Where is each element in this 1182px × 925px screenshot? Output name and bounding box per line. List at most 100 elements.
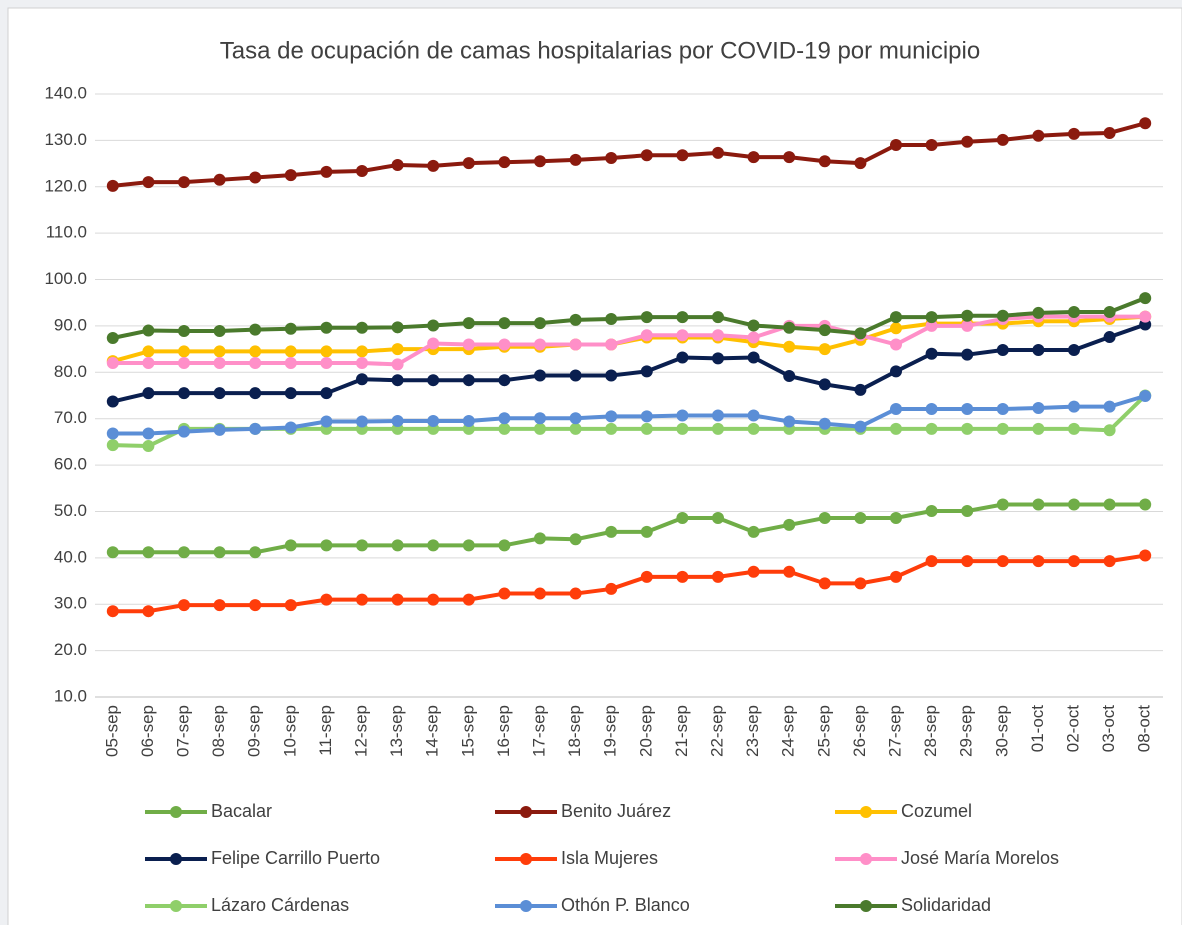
- legend-label: José María Morelos: [901, 848, 1059, 868]
- data-point: [890, 511, 902, 524]
- data-point: [320, 345, 333, 358]
- data-point: [676, 570, 689, 583]
- data-point: [783, 518, 796, 531]
- data-point: [356, 321, 368, 334]
- data-point: [640, 365, 653, 378]
- data-point: [569, 412, 582, 425]
- x-tick-label: 03-oct: [1099, 705, 1118, 753]
- data-point: [712, 329, 724, 342]
- data-point: [569, 338, 582, 351]
- data-point: [178, 425, 190, 438]
- data-point: [178, 546, 190, 559]
- legend-label: Isla Mujeres: [561, 848, 658, 868]
- data-point: [1032, 306, 1045, 319]
- legend-label: Solidaridad: [901, 895, 991, 915]
- x-tick-label: 08-sep: [209, 705, 228, 757]
- data-point: [391, 321, 404, 334]
- data-point: [249, 357, 262, 370]
- data-point: [676, 149, 689, 162]
- data-point: [284, 322, 297, 335]
- data-point: [925, 555, 938, 568]
- data-point: [605, 422, 618, 435]
- data-point: [391, 374, 404, 387]
- x-tick-label: 19-sep: [601, 705, 620, 757]
- x-tick-label: 25-sep: [814, 705, 833, 757]
- x-tick-label: 02-oct: [1063, 705, 1082, 753]
- data-point: [605, 338, 618, 351]
- data-point: [961, 402, 974, 415]
- data-point: [569, 422, 582, 435]
- data-point: [925, 504, 938, 517]
- data-point: [783, 151, 796, 164]
- x-tick-label: 21-sep: [672, 705, 691, 757]
- data-point: [1032, 422, 1045, 435]
- data-point: [1068, 422, 1080, 435]
- data-point: [890, 570, 902, 583]
- data-point: [284, 345, 297, 358]
- data-point: [676, 351, 689, 364]
- data-point: [925, 311, 938, 324]
- data-point: [498, 422, 511, 435]
- data-point: [320, 165, 333, 178]
- y-tick-label: 10.0: [54, 686, 87, 705]
- data-point: [854, 511, 867, 524]
- x-tick-label: 10-sep: [280, 705, 299, 757]
- data-point: [747, 319, 760, 332]
- data-point: [356, 164, 368, 177]
- data-point: [178, 357, 190, 370]
- data-point: [712, 311, 724, 324]
- data-point: [818, 155, 831, 168]
- data-point: [925, 347, 938, 360]
- y-tick-label: 130.0: [44, 130, 87, 149]
- data-point: [569, 369, 582, 382]
- data-point: [391, 358, 404, 371]
- data-point: [356, 345, 368, 358]
- data-point: [676, 511, 689, 524]
- data-point: [213, 387, 226, 400]
- data-point: [676, 422, 689, 435]
- data-point: [178, 345, 190, 358]
- legend-label: Bacalar: [211, 801, 272, 821]
- data-point: [534, 587, 546, 600]
- data-point: [1068, 127, 1080, 140]
- data-point: [320, 357, 333, 370]
- data-point: [534, 317, 546, 330]
- data-point: [356, 539, 368, 552]
- data-point: [1139, 549, 1152, 562]
- y-tick-label: 40.0: [54, 547, 87, 566]
- data-point: [925, 422, 938, 435]
- data-point: [284, 387, 297, 400]
- data-point: [284, 357, 297, 370]
- data-point: [712, 146, 724, 159]
- data-point: [605, 152, 618, 165]
- data-point: [605, 582, 618, 595]
- data-point: [249, 345, 262, 358]
- legend-marker: [170, 900, 182, 912]
- data-point: [640, 149, 653, 162]
- x-tick-label: 20-sep: [636, 705, 655, 757]
- chart-area: [7, 7, 1182, 925]
- data-point: [1103, 400, 1116, 413]
- data-point: [961, 309, 974, 322]
- data-point: [320, 321, 333, 334]
- data-point: [391, 415, 404, 428]
- data-point: [356, 357, 368, 370]
- x-tick-label: 17-sep: [529, 705, 548, 757]
- data-point: [106, 357, 119, 370]
- legend-marker: [860, 900, 872, 912]
- data-point: [213, 423, 226, 436]
- data-point: [142, 357, 155, 370]
- data-point: [783, 370, 796, 383]
- data-point: [178, 325, 190, 338]
- data-point: [961, 348, 974, 361]
- data-point: [818, 378, 831, 391]
- data-point: [142, 605, 155, 618]
- data-point: [249, 171, 262, 184]
- data-point: [925, 139, 938, 152]
- data-point: [890, 139, 902, 152]
- data-point: [854, 327, 867, 340]
- data-point: [106, 179, 119, 192]
- data-point: [213, 173, 226, 186]
- y-tick-label: 60.0: [54, 455, 87, 474]
- data-point: [569, 587, 582, 600]
